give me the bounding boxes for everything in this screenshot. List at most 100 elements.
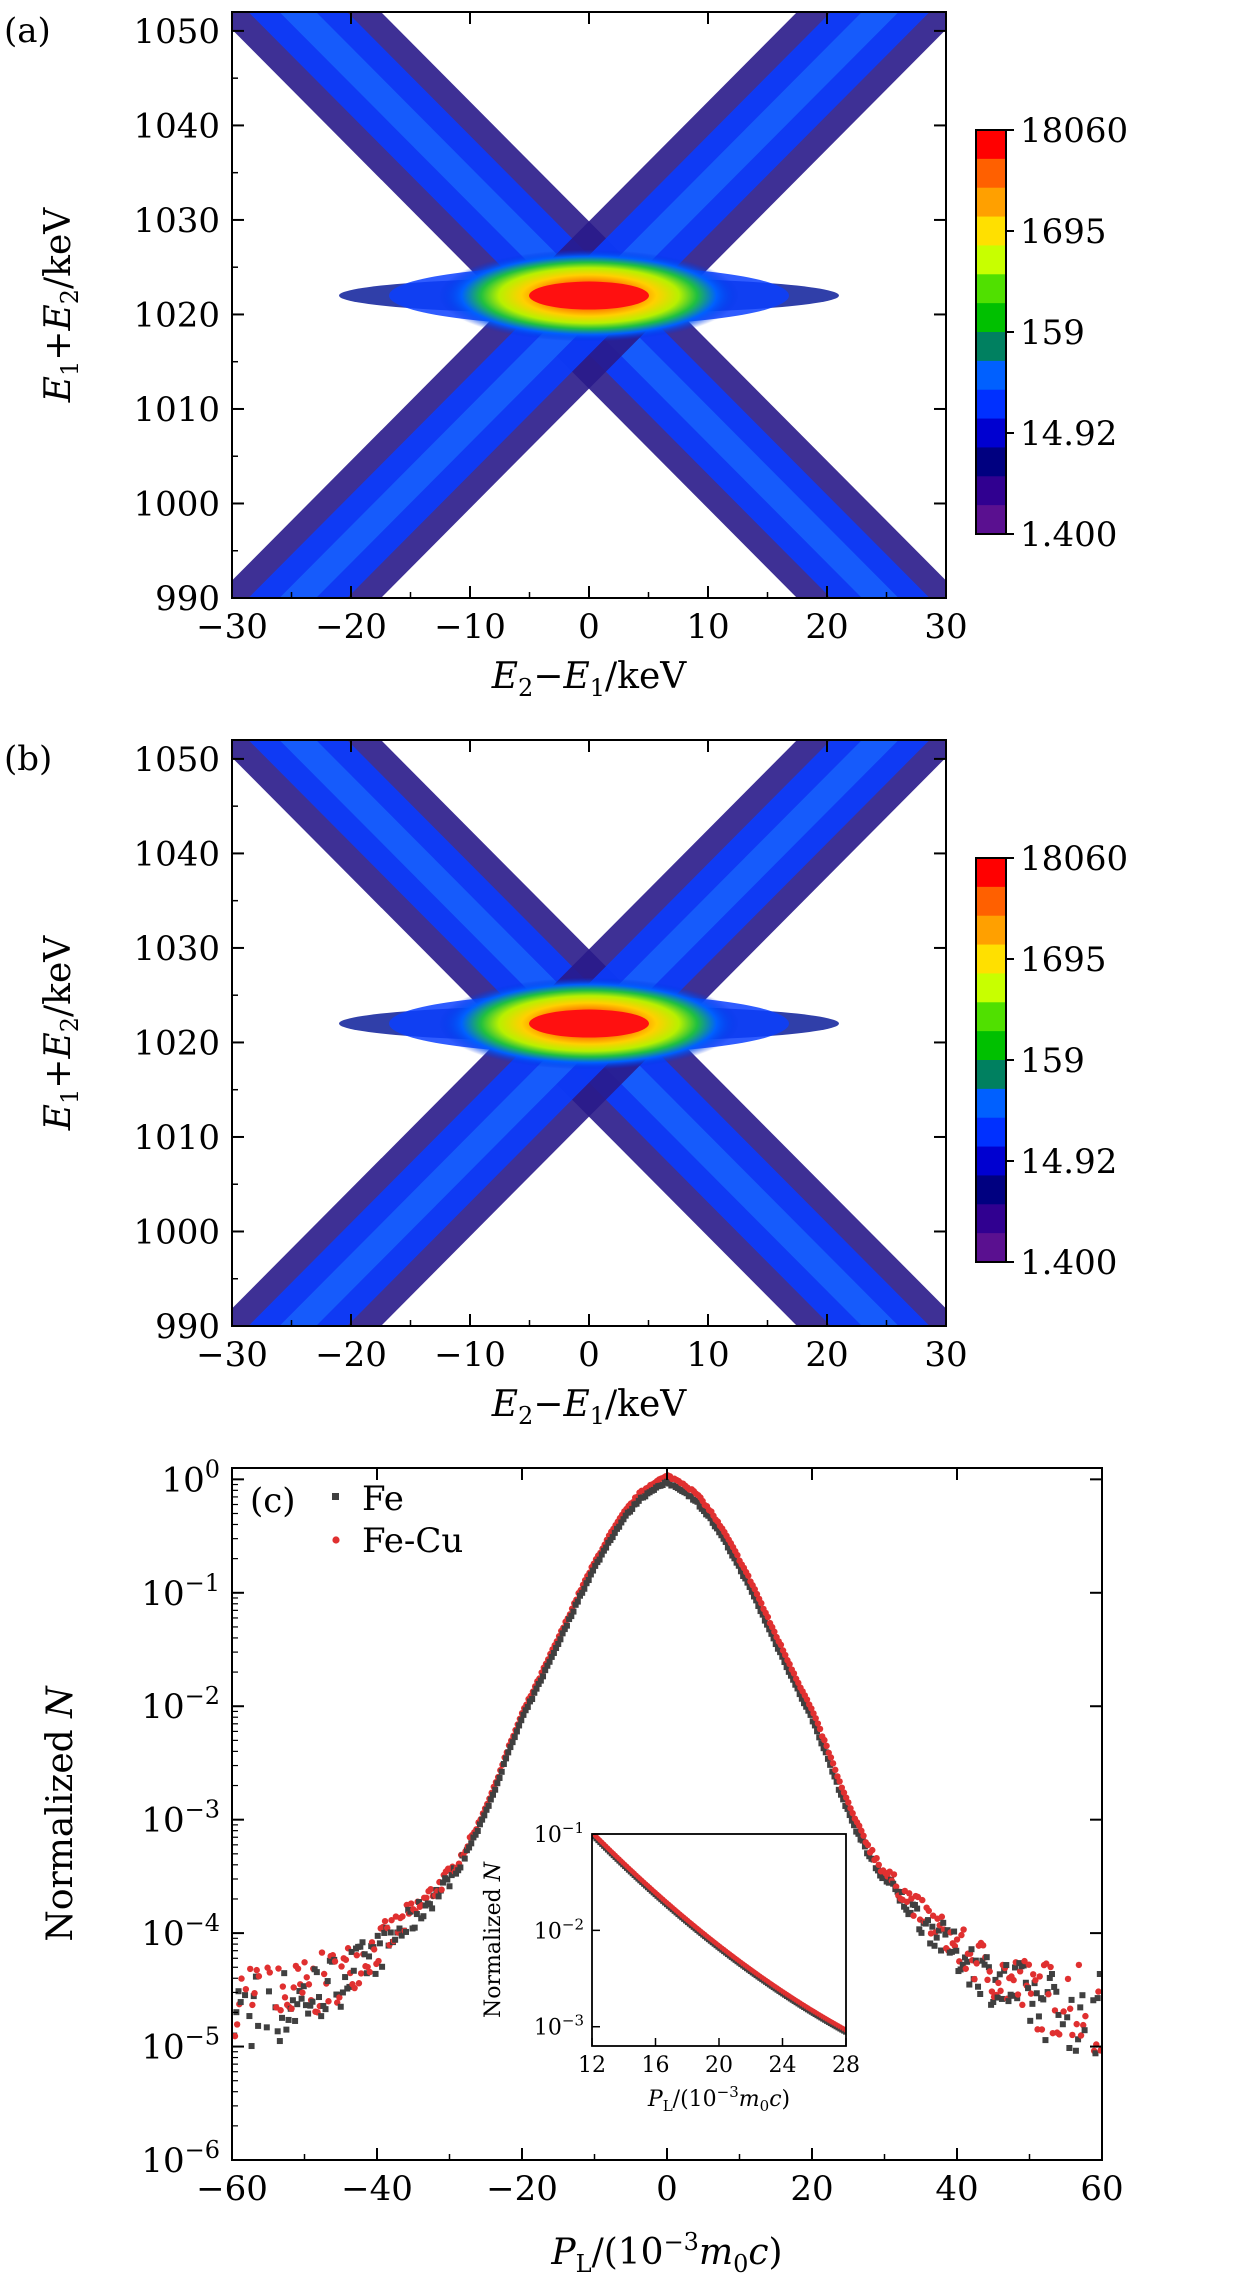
fe-point [348, 1948, 355, 1955]
panel-a-ylabel: E1+E2/keV [38, 207, 84, 404]
fecu-point [281, 1994, 289, 2001]
colorbar-segment [976, 274, 1006, 304]
fe-point [316, 1994, 322, 2001]
fecu-point [823, 1742, 830, 1750]
x-tick-label: 20 [790, 2169, 833, 2209]
fe-point [942, 1931, 949, 1938]
fe-point [553, 1645, 560, 1652]
colorbar-tick-label: 159 [1020, 313, 1085, 353]
y-tick-label: 1040 [133, 106, 220, 146]
x-tick-label: −20 [315, 607, 387, 647]
fe-point [953, 1947, 960, 1954]
fe-point [724, 1544, 731, 1551]
fecu-point [329, 1952, 337, 1959]
inset-x-tick-label: 28 [832, 2053, 860, 2078]
fe-point [944, 1927, 951, 1934]
fecu-point [1045, 1991, 1052, 1998]
fe-point [792, 1681, 799, 1688]
fe-point [581, 1585, 588, 1592]
fecu-point [238, 1975, 245, 1982]
fecu-point [782, 1651, 789, 1659]
y-tick-label: 1040 [133, 834, 220, 874]
fe-point [587, 1571, 594, 1578]
fe-point [1048, 1971, 1055, 1978]
inset-points [592, 1834, 846, 2035]
fecu-point [777, 1641, 785, 1649]
fe-point [1079, 1992, 1086, 1999]
colorbar-tick-label: 14.92 [1020, 1142, 1117, 1182]
fecu-point [375, 1957, 382, 1965]
fe-point [339, 1989, 346, 1996]
fecu-point [860, 1832, 867, 1839]
fe-point [801, 1700, 808, 1707]
fecu-point [856, 1822, 863, 1829]
fecu-point [821, 1736, 828, 1744]
fe-point [635, 1497, 642, 1504]
fe-point [546, 1658, 553, 1665]
fe-point [996, 1971, 1003, 1978]
x-tick-label: 0 [656, 2169, 678, 2209]
fecu-point [331, 1958, 339, 1965]
fe-point [435, 1893, 442, 1900]
fecu-point [786, 1660, 793, 1668]
fe-point [1059, 2021, 1066, 2028]
legend-marker-fecu [332, 1536, 340, 1544]
x-tick-label: −10 [434, 607, 506, 647]
fe-point [411, 1924, 418, 1931]
fe-point [798, 1695, 805, 1702]
fe-point [505, 1749, 512, 1756]
fe-point [848, 1817, 855, 1824]
fecu-point [919, 1896, 926, 1904]
fe-point [359, 1939, 366, 1946]
fecu-point [836, 1778, 843, 1785]
fecu-point [1060, 2008, 1067, 2015]
colorbar-segment [976, 1002, 1006, 1032]
fecu-point [873, 1854, 880, 1862]
fe-point [318, 2013, 325, 2020]
fecu-point [381, 1917, 389, 1925]
fe-point [979, 1957, 986, 1964]
fecu-point [808, 1705, 815, 1712]
fe-point [968, 1946, 975, 1953]
colorbar-tick-label: 18060 [1020, 111, 1128, 151]
fe-point [507, 1744, 514, 1751]
fe-point [540, 1673, 547, 1680]
fe-point [387, 1929, 394, 1936]
fe-point [372, 1970, 379, 1977]
colorbar-segment [976, 944, 1006, 974]
fe-point [263, 2024, 270, 2031]
colorbar-segment [976, 858, 1006, 888]
colorbar-segment [976, 1060, 1006, 1090]
fe-point [407, 1908, 414, 1915]
fe-point [990, 1998, 997, 2005]
fe-point [1042, 2037, 1049, 2044]
fecu-point [277, 2007, 284, 2014]
fecu-point [858, 1827, 865, 1834]
colorbar-tick-label: 1.400 [1020, 515, 1117, 555]
fe-point [929, 1923, 936, 1930]
fe-point [1090, 1997, 1097, 2004]
x-tick-label: 10 [686, 607, 729, 647]
fecu-point [953, 1936, 961, 1943]
panel-a-ticks: −30 −20 −10 0 10 20 30990100010101020103010401… [133, 12, 967, 647]
panel-b-xlabel: E2−E1/keV [491, 1384, 688, 1430]
fecu-point [875, 1861, 882, 1869]
y-tick-label: 10−2 [141, 1682, 220, 1727]
fe-point [531, 1689, 538, 1696]
colorbar-segment [976, 1088, 1006, 1119]
fe-point [246, 2013, 253, 2020]
fe-point [1096, 1970, 1102, 1977]
inset-x-tick-label: 16 [642, 2053, 670, 2078]
fe-point [296, 1988, 303, 1995]
x-tick-label: −20 [315, 1335, 387, 1375]
colorbar-segment [976, 187, 1006, 218]
fe-point [753, 1597, 760, 1604]
y-tick-label: 10−3 [141, 1796, 220, 1841]
fecu-point [303, 1974, 310, 1981]
fe-point [533, 1685, 540, 1692]
panel-c-points [232, 1472, 1102, 2057]
fe-point [907, 1909, 914, 1916]
fe-point [755, 1602, 762, 1609]
fecu-point [370, 1946, 378, 1953]
fecu-point [753, 1590, 761, 1598]
